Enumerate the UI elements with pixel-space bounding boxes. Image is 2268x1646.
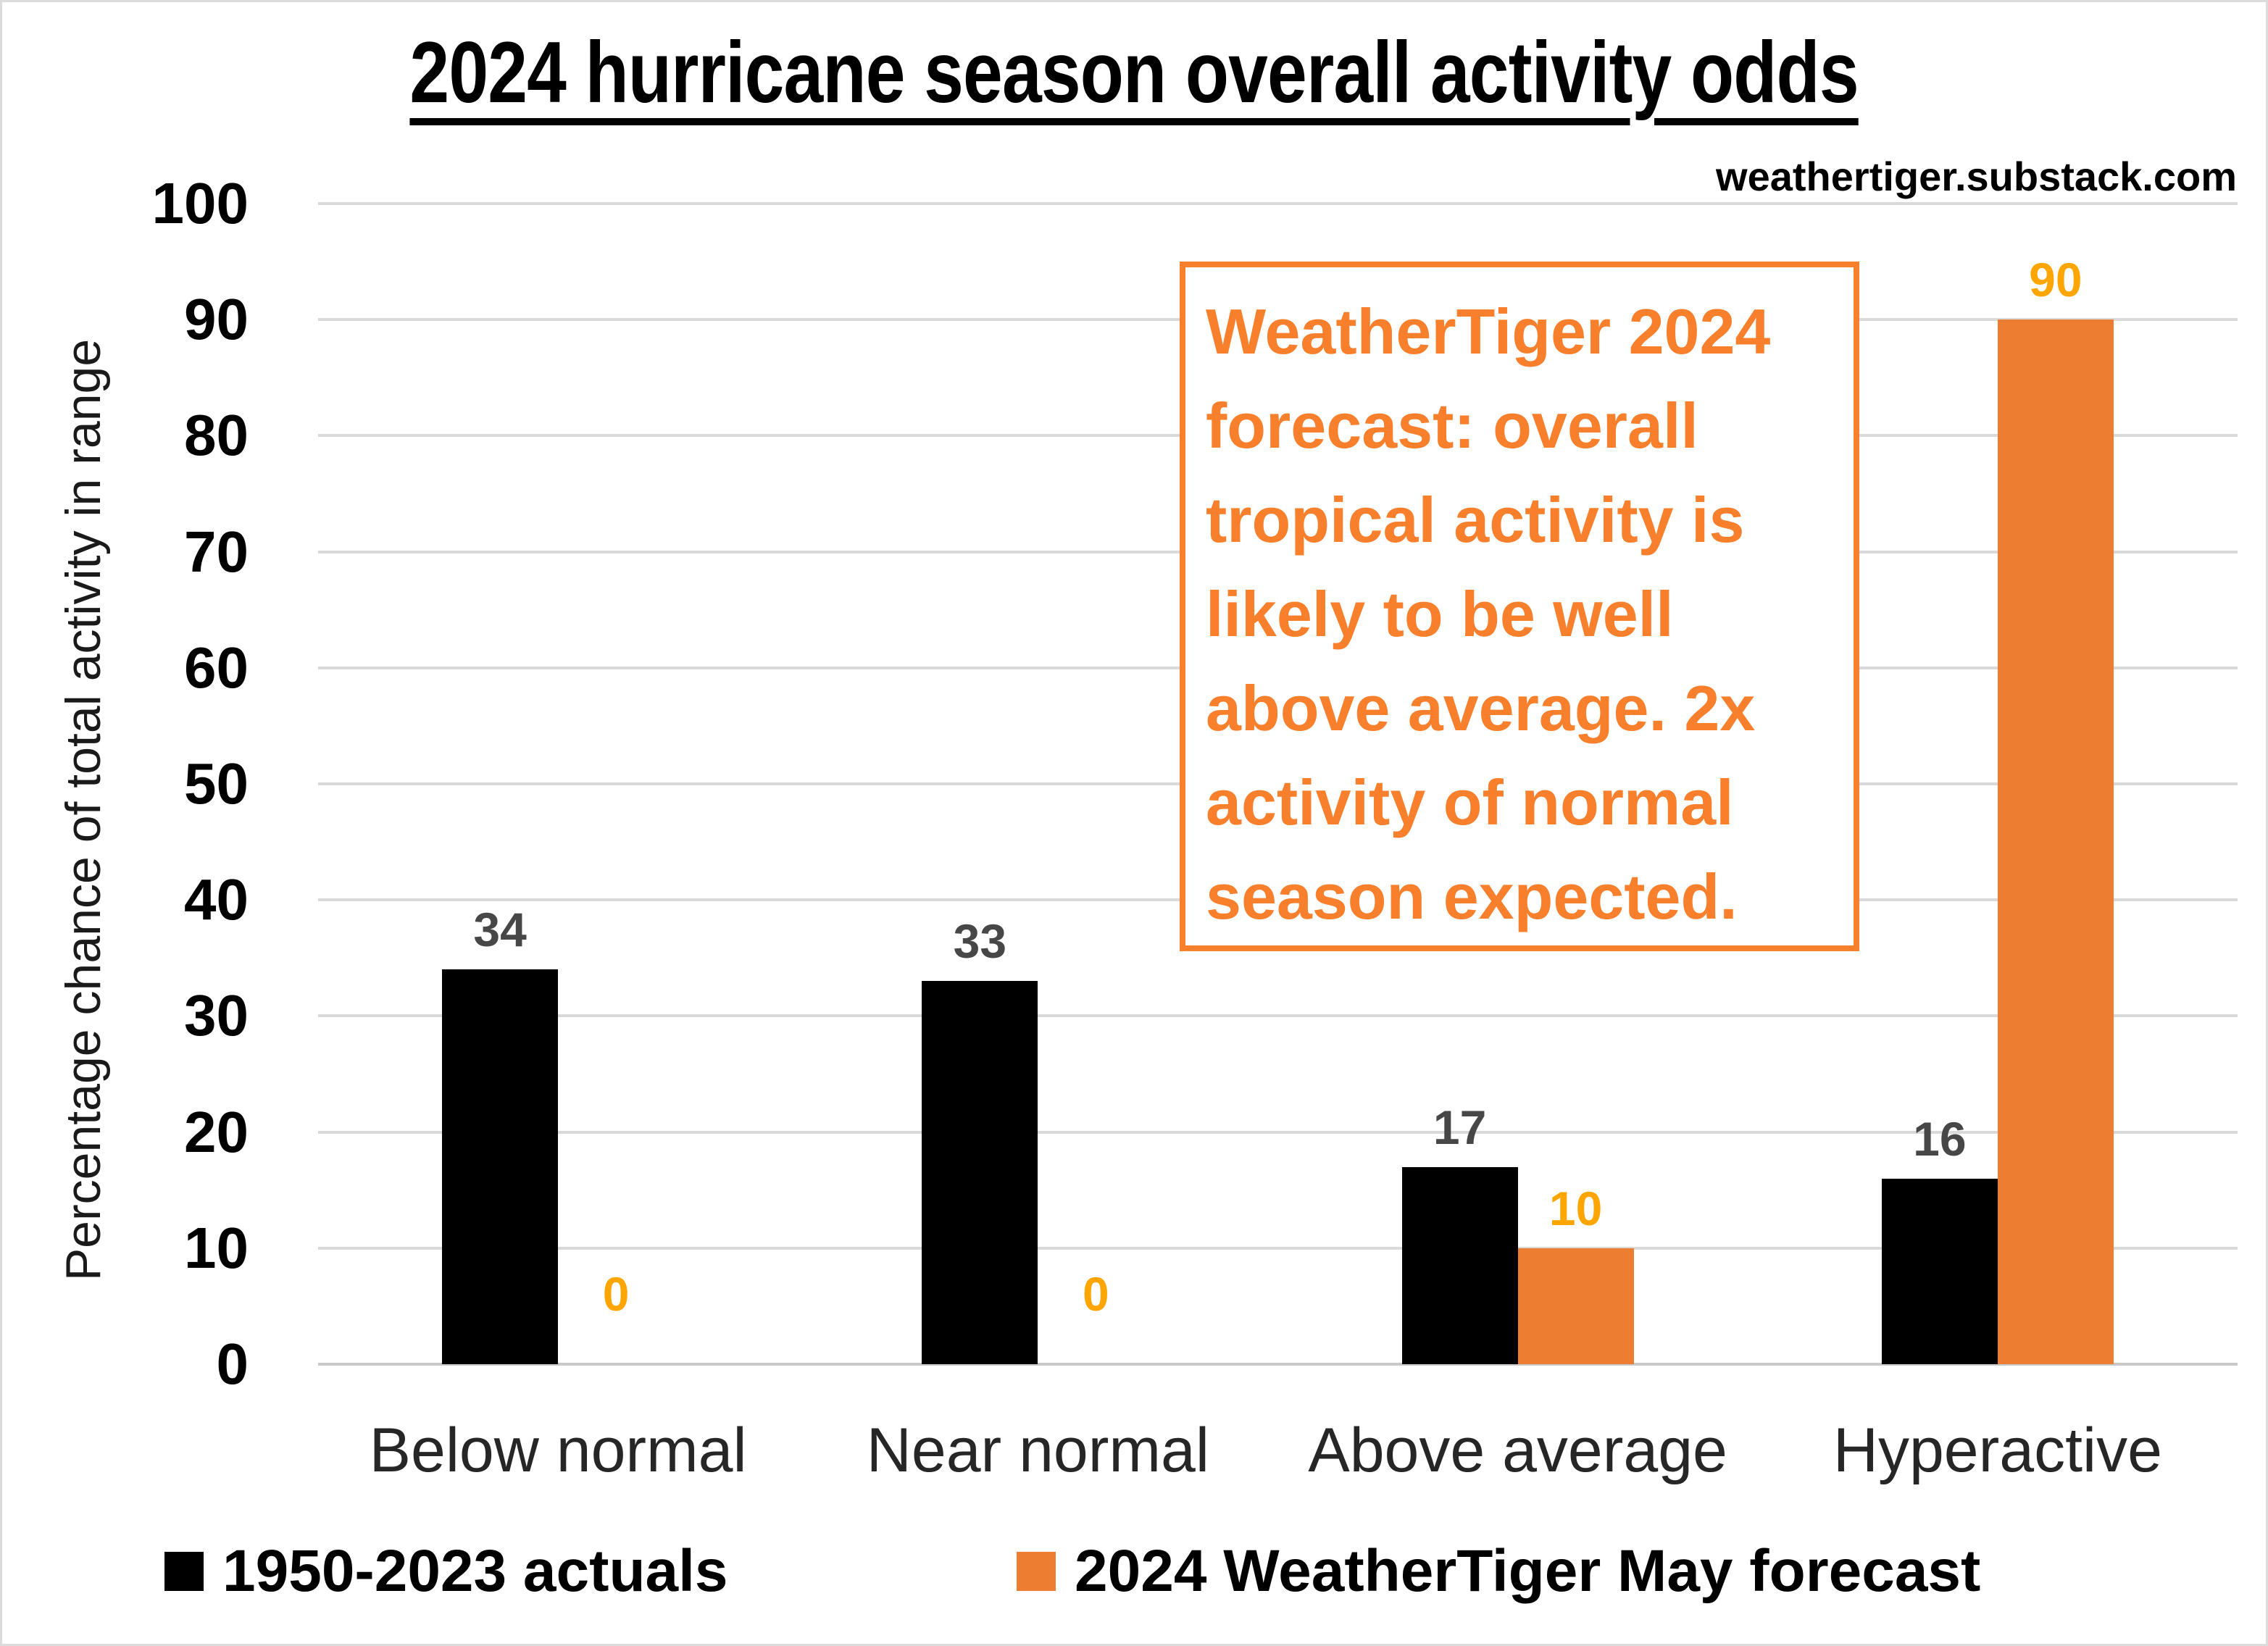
x-tick-label: Below normal: [369, 1416, 747, 1485]
y-tick-label: 100: [151, 171, 249, 235]
bar-1950-2023-actuals: [1401, 1166, 1518, 1364]
bar-value-label: 0: [1083, 1267, 1109, 1321]
bar-value-label: 90: [2029, 253, 2083, 307]
y-tick-label: 30: [184, 983, 249, 1048]
chart-title: 2024 hurricane season overall activity o…: [409, 24, 1859, 121]
bar-2024-weathertiger-may-forecast: [1997, 319, 2114, 1364]
y-tick-label: 10: [184, 1215, 249, 1280]
legend-label: 2024 WeatherTiger May forecast: [1075, 1538, 1981, 1604]
annotation-line: likely to be well: [1206, 578, 1674, 650]
y-tick-label: 80: [184, 403, 249, 468]
y-tick-label: 50: [184, 751, 249, 816]
chart-header: 2024 hurricane season overall activity o…: [2, 22, 2266, 122]
x-tick-label: Above average: [1308, 1416, 1727, 1485]
bar-value-label: 34: [473, 903, 527, 957]
legend-item-2024-weathertiger-may-forecast: 2024 WeatherTiger May forecast: [1017, 1537, 1980, 1606]
legend-label: 1950-2023 actuals: [222, 1538, 728, 1604]
legend-item-1950-2023-actuals: 1950-2023 actuals: [164, 1537, 728, 1606]
bar-1950-2023-actuals: [442, 969, 559, 1364]
legend-swatch: [1017, 1552, 1056, 1591]
bar-1950-2023-actuals: [922, 981, 1038, 1364]
gridline: [318, 1014, 2238, 1018]
legend-swatch: [164, 1552, 204, 1591]
bar-value-label: 17: [1433, 1100, 1487, 1154]
y-tick-label: 60: [184, 635, 249, 700]
annotation-line: tropical activity is: [1206, 484, 1745, 556]
y-tick-label: 40: [184, 867, 249, 932]
annotation-line: forecast: overall: [1206, 390, 1698, 461]
gridline: [318, 202, 2238, 205]
x-tick-label: Hyperactive: [1833, 1416, 2162, 1485]
annotation-line: season expected.: [1206, 861, 1738, 932]
legend: 1950-2023 actuals 2024 WeatherTiger May f…: [2, 1537, 2266, 1606]
bar-value-label: 16: [1913, 1111, 1967, 1166]
bar-1950-2023-actuals: [1881, 1178, 1998, 1364]
watermark-url: weathertiger.substack.com: [1716, 154, 2237, 199]
annotation-line: above average. 2x: [1206, 672, 1756, 744]
bar-2024-weathertiger-may-forecast: [1517, 1248, 1634, 1364]
x-tick-label: Near normal: [866, 1416, 1209, 1485]
bar-value-label: 0: [602, 1267, 630, 1321]
annotation-line: WeatherTiger 2024: [1206, 296, 1771, 367]
gridline: [318, 1363, 2238, 1366]
gridline: [318, 1130, 2238, 1134]
bar-value-label: 33: [953, 914, 1007, 969]
y-tick-label: 0: [216, 1332, 249, 1396]
y-tick-label: 20: [184, 1099, 249, 1164]
y-tick-label: 90: [184, 287, 249, 352]
annotation-box: WeatherTiger 2024 forecast: overall tropic…: [1180, 262, 1859, 951]
annotation-line: activity of normal: [1206, 766, 1734, 838]
y-tick-label: 70: [184, 519, 249, 584]
gridline: [318, 1246, 2238, 1250]
bar-value-label: 10: [1548, 1181, 1603, 1235]
